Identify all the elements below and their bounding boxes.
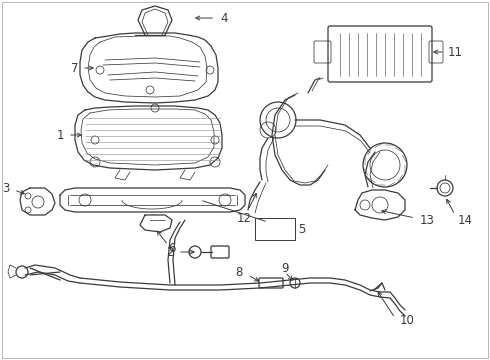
Text: 13: 13 — [420, 213, 435, 226]
Text: 1: 1 — [56, 129, 64, 141]
Text: 10: 10 — [400, 314, 415, 327]
Text: 5: 5 — [298, 222, 305, 235]
Text: 4: 4 — [220, 12, 227, 24]
Text: 2: 2 — [167, 246, 174, 258]
Text: 9: 9 — [281, 262, 289, 275]
Text: 8: 8 — [236, 266, 243, 279]
Text: 6: 6 — [168, 242, 175, 255]
Text: 14: 14 — [458, 213, 473, 226]
Text: 12: 12 — [237, 212, 251, 225]
Text: 11: 11 — [448, 45, 463, 59]
Text: 7: 7 — [71, 62, 78, 75]
Text: 3: 3 — [2, 181, 10, 194]
